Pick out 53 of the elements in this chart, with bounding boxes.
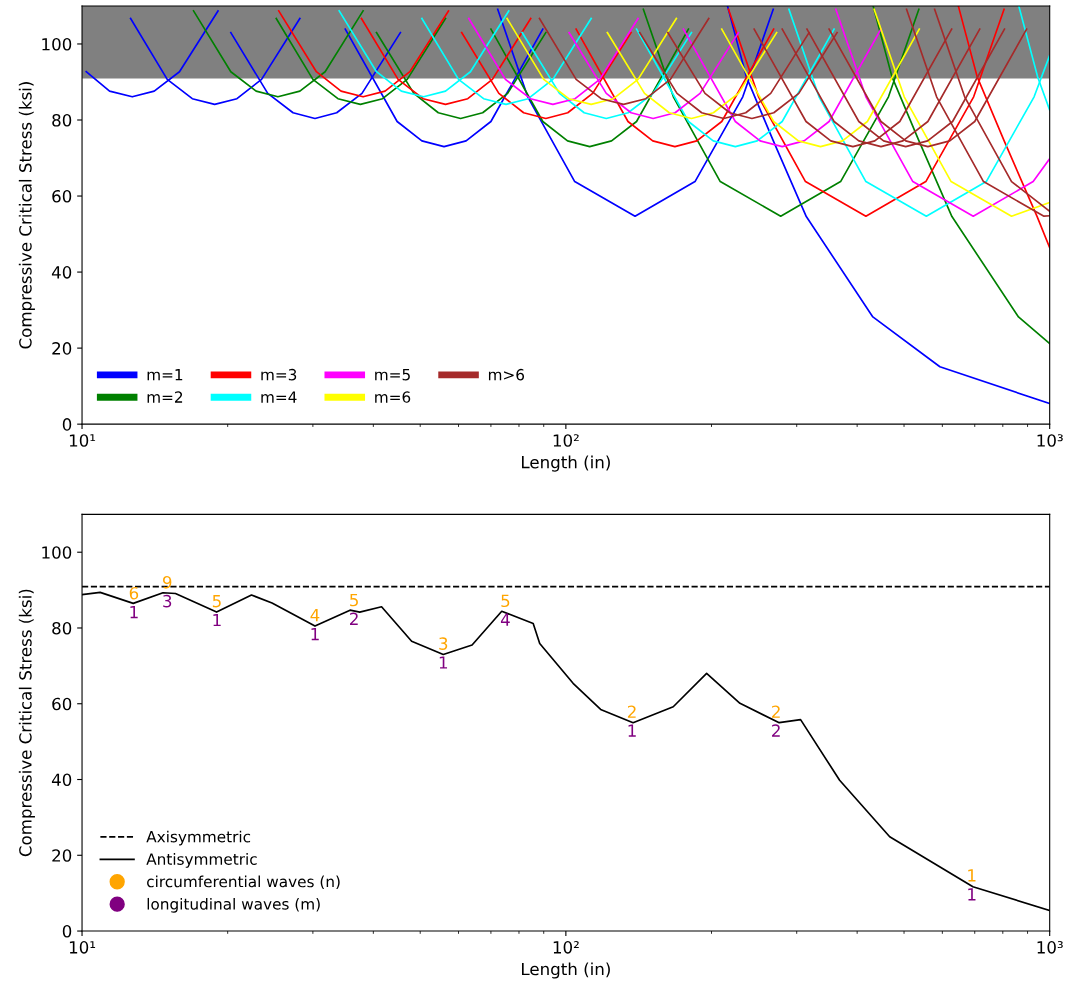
x-tick-label: 10² [553,434,579,447]
y-tick-label: 20 [52,342,72,355]
y-tick-label: 100 [42,546,72,559]
y-tick-label: 80 [52,621,72,635]
legend-label: m=2 [147,391,183,403]
y-tick-label: 60 [52,190,72,203]
x-tick-label: 10¹ [69,941,96,954]
legend-label: m>6 [488,368,525,381]
annotation: 1 [213,613,221,627]
legend-label: longitudinal waves (m) [147,897,320,913]
y-tick-label: 80 [52,113,72,127]
x-tick-label: 10³ [1037,434,1063,447]
annotation: 5 [350,593,358,607]
annotation: 1 [968,888,976,901]
y-tick-label: 60 [52,697,72,711]
annotation: 2 [772,705,780,718]
annotation: 2 [350,612,358,625]
annotation: 5 [212,595,221,608]
x-tick-label: 10¹ [69,434,96,447]
y-tick-label: 40 [51,773,72,787]
legend-label: m=3 [261,368,297,381]
y-axis-title: Compressive Critical Stress (ksi) [18,589,35,857]
legend-label: m=5 [375,369,410,381]
annotation: 1 [311,627,319,641]
annotation: 3 [163,594,172,608]
y-tick-label: 40 [51,266,72,279]
y-tick-label: 0 [62,418,72,431]
annotation: 1 [439,656,448,669]
annotation: 4 [500,613,510,626]
annotation: 5 [501,594,510,608]
annotation: 1 [628,724,636,737]
annotation: 1 [130,606,138,619]
legend-label: circumferential waves (n) [147,875,340,890]
x-axis-title: Length (in) [522,455,610,472]
annotation: 9 [162,575,172,589]
annotation: 1 [968,869,976,882]
y-tick-label: 20 [52,849,72,862]
x-axis-title: Length (in) [522,962,610,979]
x-tick-label: 10³ [1037,941,1063,954]
legend-label: m=4 [261,391,297,403]
annotation: 4 [310,609,320,622]
y-axis-title: Compressive Critical Stress (ksi) [18,82,35,349]
legend-label: Axisymmetric [146,830,251,846]
y-tick-label: 0 [62,925,72,938]
legend-label: Antisymmetric [146,853,257,868]
legend-label: m=1 [147,369,183,381]
annotation: 2 [772,724,780,737]
legend-label: m=6 [375,391,411,403]
x-tick-label: 10² [553,941,579,954]
annotation: 3 [439,637,448,650]
annotation: 2 [627,705,636,718]
y-tick-label: 100 [42,37,72,51]
annotation: 6 [129,586,139,600]
